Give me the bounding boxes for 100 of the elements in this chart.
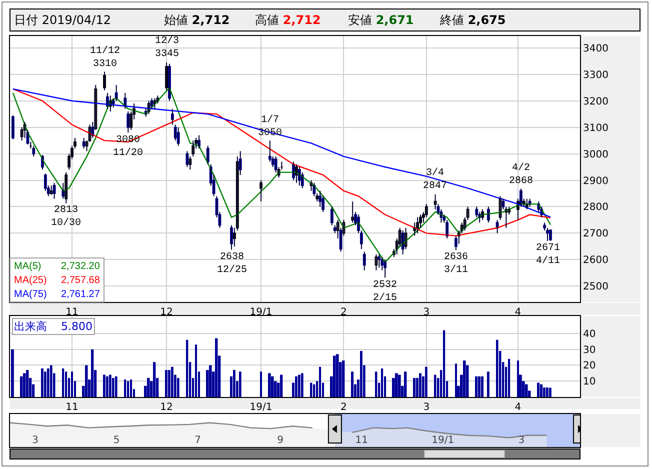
- bar: [177, 378, 180, 397]
- annotation: 2813 10/30: [51, 205, 82, 229]
- x-tick-label: 3: [518, 435, 525, 446]
- bar: [342, 360, 345, 397]
- text: 終値 2,675: [439, 13, 506, 27]
- bar: [301, 373, 304, 397]
- bar: [351, 372, 354, 397]
- y-tick-label: 3300: [583, 70, 608, 81]
- bar: [26, 370, 29, 397]
- bar: [260, 372, 262, 397]
- bar: [298, 374, 300, 397]
- x-tick-label: 2: [340, 402, 347, 413]
- annotation: 11/12 3310: [90, 45, 120, 70]
- y-tick-label: 3000: [583, 149, 608, 160]
- y-tick-label: 3400: [583, 43, 608, 54]
- bar: [147, 378, 150, 397]
- x-tick-label: 4: [514, 307, 522, 318]
- text: 安値 2,671: [348, 13, 414, 27]
- bar: [333, 356, 336, 397]
- bar: [280, 374, 283, 397]
- bar: [91, 349, 94, 397]
- y-tick-label: 3200: [583, 96, 608, 108]
- bar: [425, 366, 428, 397]
- text: 出来高 5.800: [14, 320, 92, 333]
- bar: [112, 378, 114, 397]
- bar: [543, 387, 546, 397]
- y-tick-label: 30: [583, 344, 596, 356]
- bar: [171, 366, 174, 397]
- annotation: 2,757.68: [61, 275, 100, 286]
- y-tick-label: 2700: [583, 228, 608, 240]
- x-tick-label: 11: [355, 435, 368, 446]
- x-tick-label: 9: [277, 435, 284, 446]
- bar: [419, 373, 422, 397]
- annotation: 12/3 3345: [155, 35, 180, 60]
- bar: [295, 376, 298, 397]
- annotation: 2,732.20: [61, 261, 100, 272]
- x-tick-label: 12: [160, 402, 173, 413]
- bar: [41, 368, 44, 397]
- text: MA(5): [14, 261, 42, 272]
- bar: [239, 372, 242, 397]
- bar: [310, 382, 312, 397]
- bar: [313, 384, 316, 397]
- y-tick-label: 20: [583, 360, 596, 372]
- annotation: 2638 12/25: [217, 252, 248, 276]
- bar: [549, 388, 552, 397]
- bar: [271, 376, 274, 397]
- text: 始値 2,712: [164, 13, 230, 27]
- bar: [20, 376, 23, 397]
- bar: [487, 372, 490, 397]
- annotation: 2636 3/11: [444, 252, 468, 276]
- y-tick-label: 3100: [583, 122, 608, 134]
- y-tick-label: 2500: [583, 282, 608, 293]
- y-tick-label: 2600: [583, 255, 608, 266]
- bar: [62, 368, 64, 397]
- bar: [165, 370, 168, 397]
- bar: [413, 378, 416, 397]
- x-tick-label: 11: [66, 402, 78, 413]
- y-tick-label: 40: [583, 328, 596, 340]
- x-tick-label: 5: [113, 435, 120, 446]
- bar: [130, 380, 132, 397]
- bar: [375, 372, 378, 397]
- bar: [336, 354, 339, 397]
- bar: [209, 365, 212, 397]
- bar: [115, 376, 118, 397]
- bar: [546, 387, 548, 397]
- bar: [65, 372, 68, 397]
- bar: [23, 373, 26, 397]
- bar: [268, 373, 271, 397]
- x-tick-label: 7: [194, 435, 201, 446]
- bar: [50, 365, 52, 397]
- bar: [508, 358, 510, 397]
- x-tick-label: 12: [160, 307, 173, 318]
- bar: [404, 372, 407, 397]
- bar: [11, 349, 14, 397]
- text: 高値 2,712: [255, 13, 321, 27]
- y-tick-label: 2900: [583, 176, 608, 187]
- bar: [525, 384, 528, 397]
- bar: [517, 360, 519, 397]
- bar: [47, 368, 50, 397]
- y-tick-label: 2800: [583, 202, 608, 214]
- bar: [103, 374, 106, 397]
- bar: [319, 366, 322, 397]
- bar: [398, 374, 401, 397]
- bar: [537, 382, 540, 397]
- bar: [124, 380, 126, 397]
- bar: [85, 365, 88, 397]
- bar: [496, 340, 498, 397]
- bar: [395, 373, 398, 397]
- bar: [360, 350, 362, 397]
- text: 日付 2019/04/12: [14, 13, 111, 27]
- x-tick-label: 11: [66, 307, 78, 318]
- bar: [381, 368, 384, 397]
- x-tick-label: 3: [423, 402, 430, 413]
- text: MA(75): [14, 289, 47, 300]
- x-tick-label: 3: [32, 435, 38, 446]
- bar: [44, 372, 46, 397]
- bar: [215, 338, 218, 397]
- annotation: 2671 4/11: [536, 243, 560, 267]
- bar: [463, 360, 466, 397]
- x-tick-label: 4: [514, 402, 522, 413]
